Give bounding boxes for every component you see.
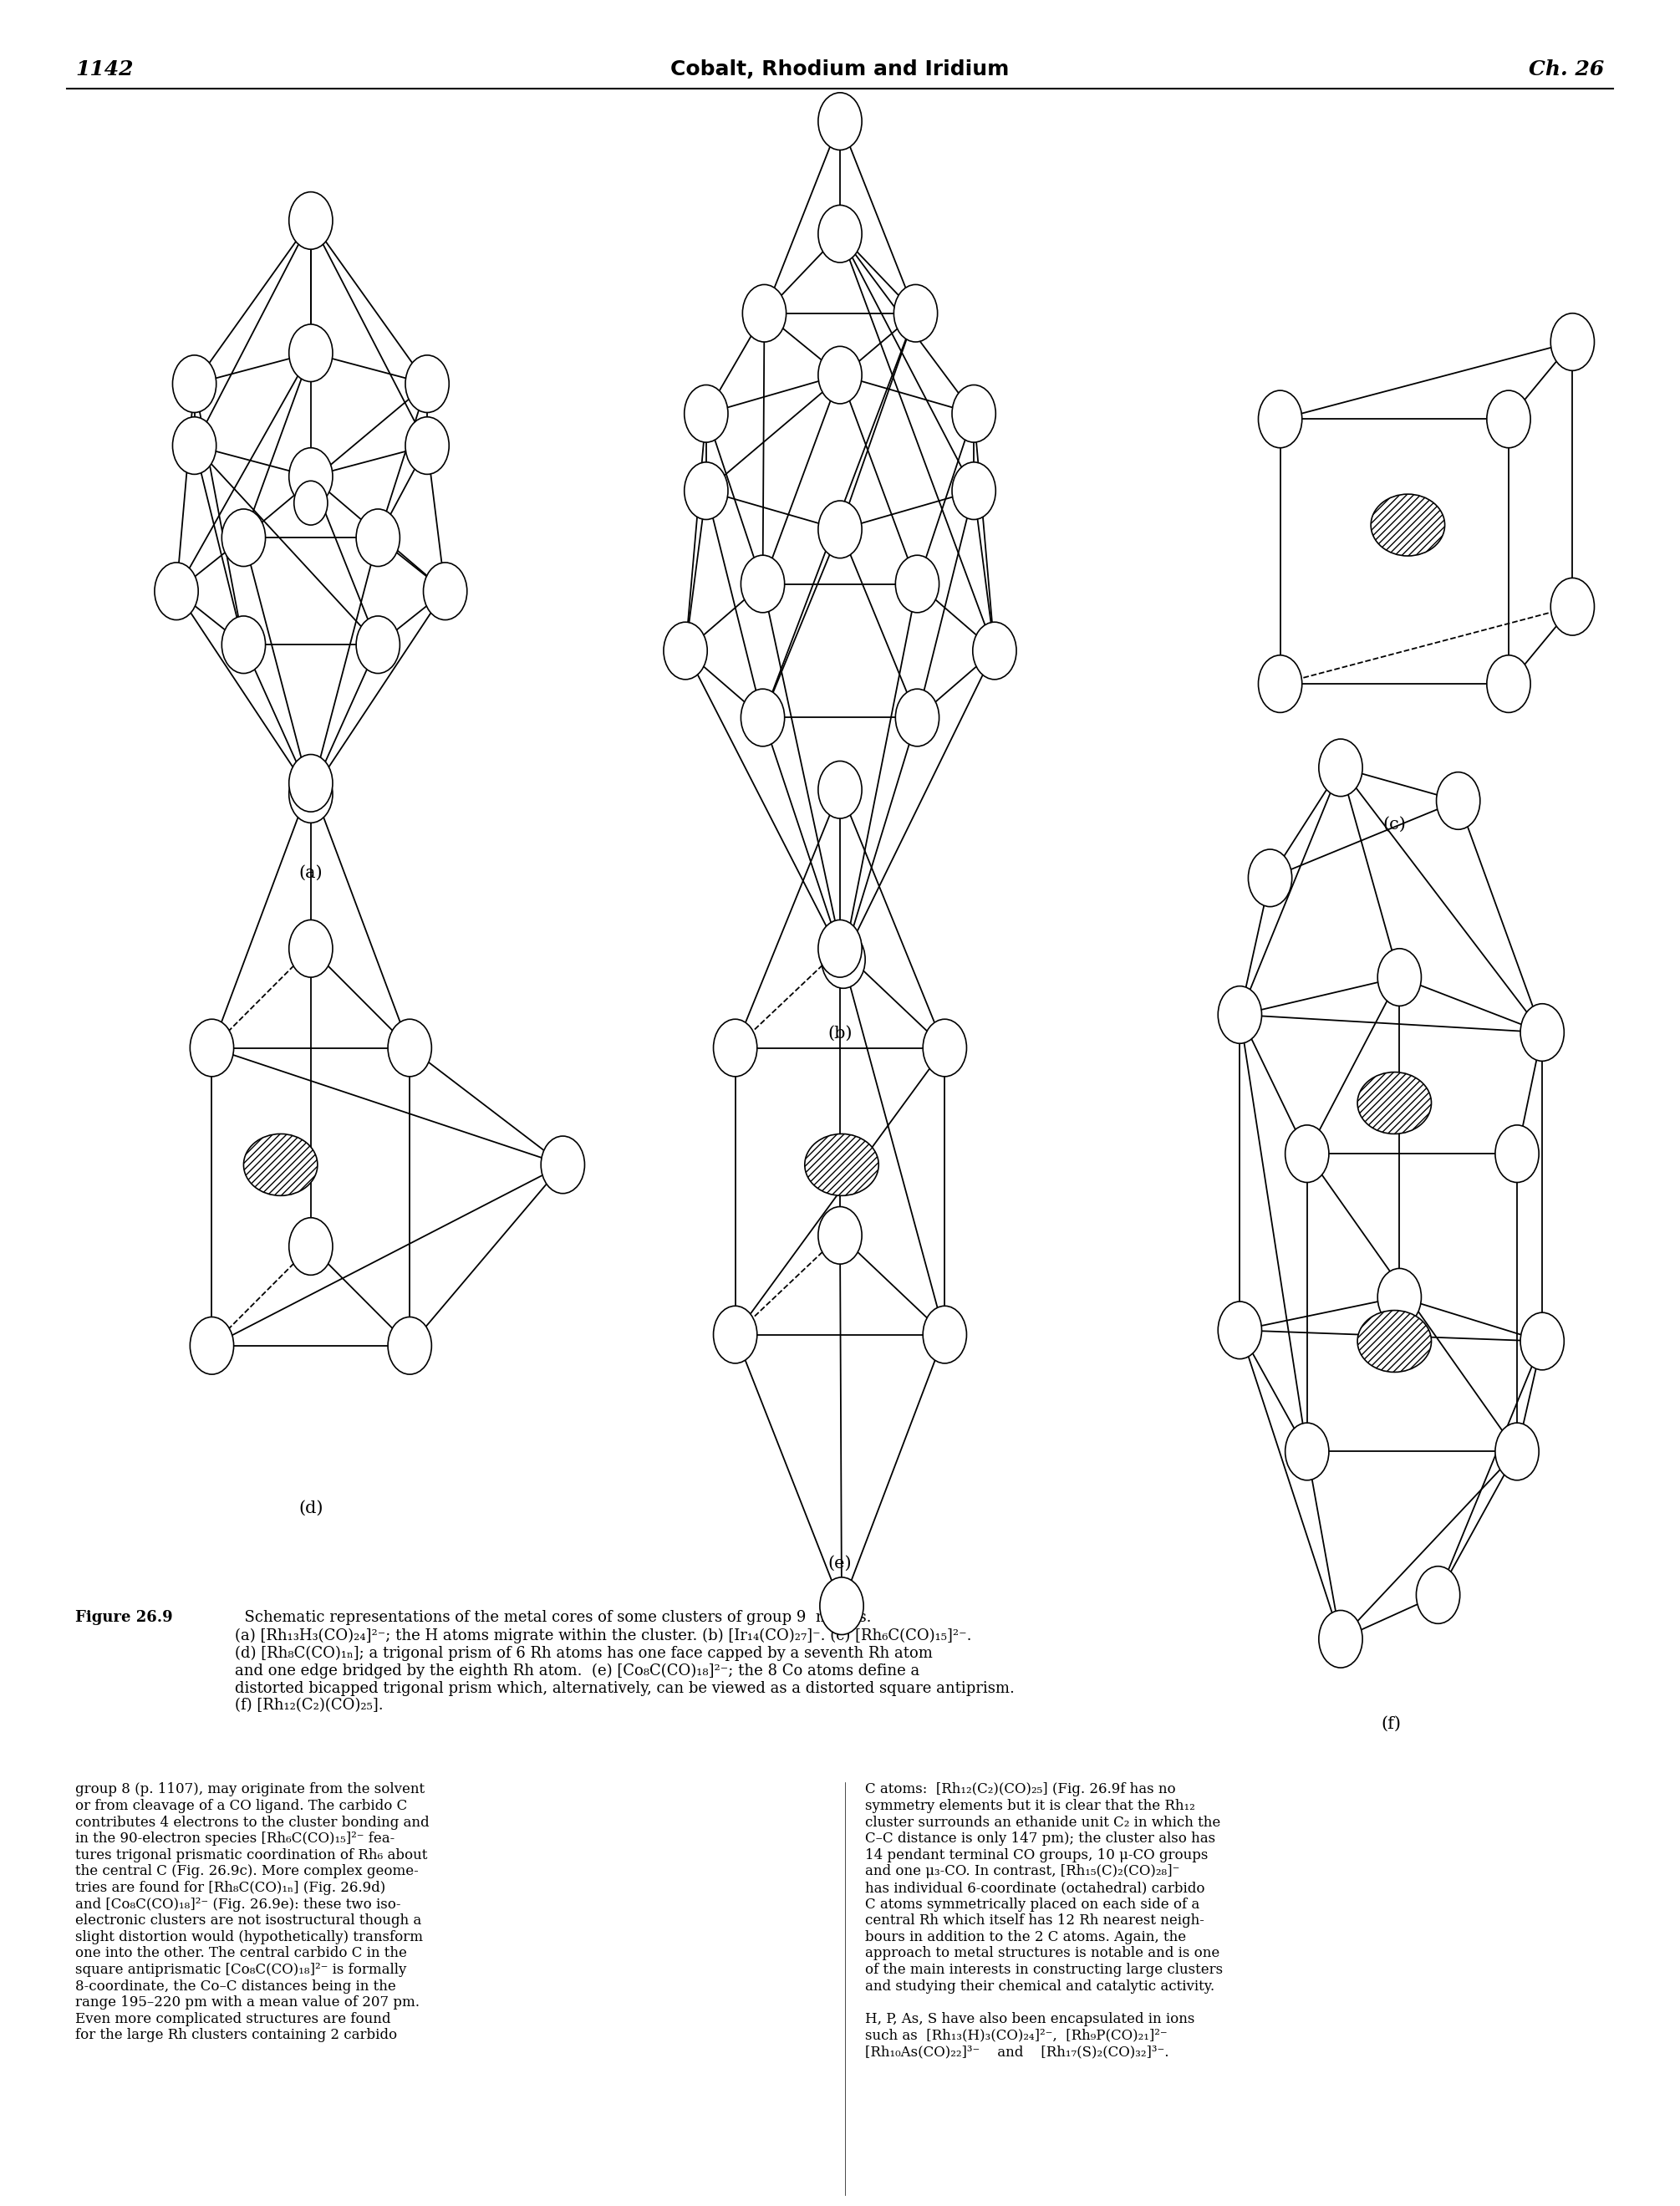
Ellipse shape (1319, 739, 1362, 796)
Ellipse shape (289, 754, 333, 812)
Text: group 8 (p. 1107), may originate from the solvent
or from cleavage of a CO ligan: group 8 (p. 1107), may originate from th… (76, 1782, 430, 2043)
Ellipse shape (1378, 1268, 1421, 1326)
Ellipse shape (1436, 772, 1480, 829)
Ellipse shape (289, 1218, 333, 1275)
Ellipse shape (155, 563, 198, 620)
Ellipse shape (1218, 986, 1262, 1043)
Ellipse shape (1487, 655, 1530, 713)
Ellipse shape (973, 622, 1016, 679)
Ellipse shape (1520, 1313, 1564, 1370)
Ellipse shape (222, 510, 265, 567)
Ellipse shape (405, 355, 449, 413)
Ellipse shape (741, 556, 785, 613)
Text: (a): (a) (299, 865, 323, 880)
Ellipse shape (1357, 1072, 1431, 1134)
Ellipse shape (1258, 655, 1302, 713)
Ellipse shape (1357, 1310, 1431, 1372)
Ellipse shape (818, 920, 862, 977)
Ellipse shape (714, 1019, 758, 1077)
Ellipse shape (356, 615, 400, 673)
Ellipse shape (895, 688, 939, 746)
Ellipse shape (1416, 1566, 1460, 1624)
Ellipse shape (1495, 1423, 1539, 1480)
Ellipse shape (1285, 1125, 1329, 1182)
Ellipse shape (388, 1317, 432, 1374)
Ellipse shape (541, 1136, 585, 1193)
Ellipse shape (894, 285, 937, 342)
Ellipse shape (423, 563, 467, 620)
Ellipse shape (405, 417, 449, 474)
Ellipse shape (1551, 578, 1594, 635)
Text: (b): (b) (828, 1026, 852, 1041)
Ellipse shape (289, 324, 333, 382)
Ellipse shape (818, 761, 862, 818)
Ellipse shape (953, 463, 996, 518)
Text: Ch. 26: Ch. 26 (1529, 60, 1604, 79)
Ellipse shape (173, 355, 217, 413)
Text: (e): (e) (828, 1555, 852, 1571)
Text: Schematic representations of the metal cores of some clusters of group 9  metals: Schematic representations of the metal c… (235, 1610, 1015, 1714)
Text: (c): (c) (1383, 816, 1406, 832)
Ellipse shape (1551, 313, 1594, 371)
Ellipse shape (741, 688, 785, 746)
Ellipse shape (1285, 1423, 1329, 1480)
Ellipse shape (822, 931, 865, 988)
Ellipse shape (818, 346, 862, 404)
Ellipse shape (388, 1019, 432, 1077)
Ellipse shape (1258, 390, 1302, 448)
Ellipse shape (289, 920, 333, 977)
Text: 1142: 1142 (76, 60, 134, 79)
Ellipse shape (818, 93, 862, 150)
Ellipse shape (684, 463, 727, 518)
Ellipse shape (922, 1019, 966, 1077)
Ellipse shape (294, 481, 328, 525)
Ellipse shape (1487, 390, 1530, 448)
Ellipse shape (922, 1306, 966, 1363)
Ellipse shape (820, 1577, 864, 1635)
Ellipse shape (818, 501, 862, 558)
Ellipse shape (684, 386, 727, 441)
Ellipse shape (805, 1134, 879, 1196)
Text: Cobalt, Rhodium and Iridium: Cobalt, Rhodium and Iridium (670, 60, 1010, 79)
Ellipse shape (1248, 849, 1292, 907)
Ellipse shape (1378, 949, 1421, 1006)
Ellipse shape (1371, 494, 1445, 556)
Ellipse shape (714, 1306, 758, 1363)
Ellipse shape (356, 510, 400, 567)
Ellipse shape (1218, 1302, 1262, 1359)
Text: C atoms:  [Rh₁₂(C₂)(CO)₂₅] (Fig. 26.9f has no
symmetry elements but it is clear : C atoms: [Rh₁₂(C₂)(CO)₂₅] (Fig. 26.9f ha… (865, 1782, 1223, 2058)
Text: (d): (d) (299, 1500, 323, 1516)
Ellipse shape (289, 448, 333, 505)
Ellipse shape (190, 1019, 234, 1077)
Ellipse shape (664, 622, 707, 679)
Text: (f): (f) (1381, 1716, 1401, 1732)
Ellipse shape (289, 192, 333, 249)
Ellipse shape (895, 556, 939, 613)
Text: Figure 26.9: Figure 26.9 (76, 1610, 173, 1626)
Ellipse shape (818, 1207, 862, 1264)
Ellipse shape (818, 205, 862, 263)
Ellipse shape (1319, 1610, 1362, 1668)
Ellipse shape (173, 417, 217, 474)
Ellipse shape (743, 285, 786, 342)
Ellipse shape (1520, 1004, 1564, 1061)
Ellipse shape (244, 1134, 318, 1196)
Ellipse shape (1495, 1125, 1539, 1182)
Ellipse shape (190, 1317, 234, 1374)
Ellipse shape (953, 386, 996, 441)
Ellipse shape (289, 765, 333, 823)
Ellipse shape (222, 615, 265, 673)
